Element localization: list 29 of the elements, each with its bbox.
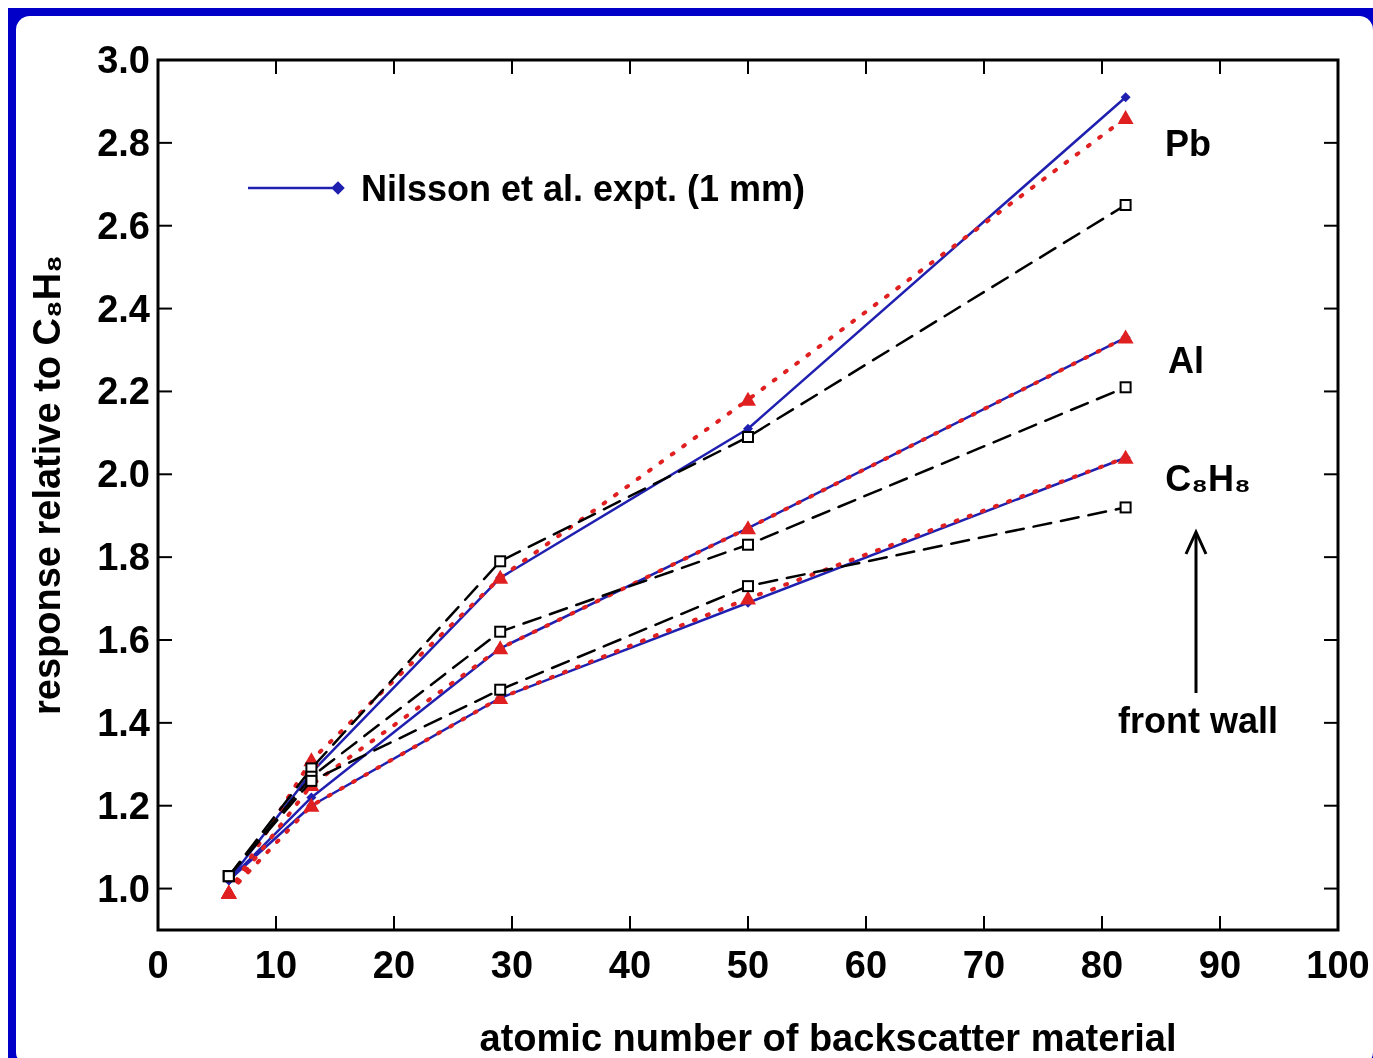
x-tick-label: 20 — [372, 944, 416, 986]
x-tick-label: 40 — [608, 944, 652, 986]
x-tick-label: 50 — [726, 944, 770, 986]
y-tick-label: 1.8 — [97, 536, 150, 579]
y-tick-label: 2.6 — [97, 204, 150, 247]
x-tick-label: 100 — [1306, 944, 1370, 986]
y-tick-label: 1.0 — [97, 867, 150, 910]
y-tick-label: 2.8 — [97, 121, 150, 164]
x-tick-label: 30 — [490, 944, 534, 986]
x-axis-title: atomic number of backscatter material — [479, 1017, 1177, 1058]
x-tick-label: 80 — [1080, 944, 1124, 986]
y-tick-label: 2.4 — [97, 287, 150, 330]
x-tick-label: 70 — [962, 944, 1006, 986]
x-tick-label: 0 — [147, 944, 169, 986]
annotation: Pb — [1164, 123, 1212, 164]
y-tick-label: 2.2 — [97, 370, 150, 413]
y-tick-label: 1.2 — [97, 784, 150, 827]
y-axis-title: response relative to C₈H₈ — [26, 254, 68, 716]
y-tick-label: 3.0 — [97, 39, 150, 81]
annotation: front wall — [1118, 700, 1278, 741]
x-tick-label: 90 — [1198, 944, 1242, 986]
annotation: C₈H₈ — [1165, 458, 1251, 499]
y-tick-label: 2.0 — [97, 453, 150, 496]
x-tick-label: 10 — [254, 944, 298, 986]
x-tick-label: 60 — [844, 944, 888, 986]
y-tick-label: 1.4 — [97, 701, 150, 744]
annotation: Al — [1168, 340, 1204, 381]
legend-label: Nilsson et al. expt. (1 mm) — [361, 168, 806, 209]
y-tick-label: 1.6 — [97, 619, 150, 661]
